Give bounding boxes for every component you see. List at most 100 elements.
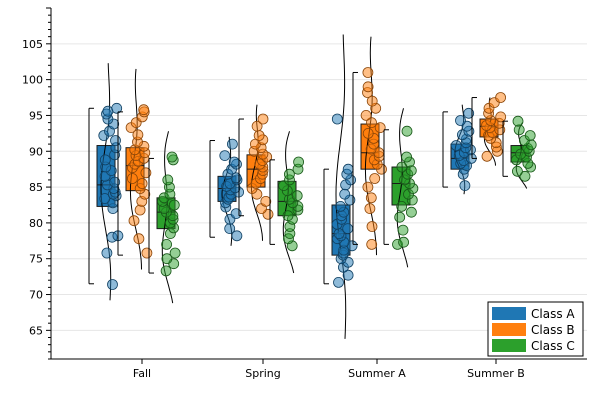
data-point (331, 113, 343, 125)
data-point (401, 125, 413, 137)
data-point (459, 180, 471, 192)
data-point (374, 122, 386, 133)
data-point (362, 81, 374, 93)
data-point (333, 276, 344, 288)
data-point (291, 190, 303, 202)
data-point (224, 223, 236, 235)
x-tick-label: Summer B (467, 367, 525, 380)
data-point (362, 127, 374, 139)
y-tick-label: 105 (22, 38, 43, 51)
data-point (99, 154, 111, 166)
y-tick-label: 80 (29, 217, 43, 230)
legend: Class A Class B Class C (487, 301, 584, 357)
data-point (397, 224, 409, 236)
data-point (369, 173, 381, 184)
data-point (362, 181, 374, 193)
data-point (136, 178, 148, 189)
data-point (293, 156, 305, 168)
data-point (162, 174, 174, 186)
data-point (405, 206, 417, 218)
data-point (253, 130, 265, 141)
data-point (228, 156, 240, 168)
data-point (366, 117, 377, 128)
density-curve (100, 63, 112, 301)
y-tick-label: 75 (29, 253, 43, 266)
data-point (398, 236, 410, 248)
data-point (342, 223, 354, 235)
data-point (396, 161, 408, 173)
data-point (107, 279, 118, 290)
data-point (141, 247, 153, 259)
y-tick-label: 100 (22, 74, 43, 87)
x-tick-label: Spring (245, 367, 281, 380)
series-class-b (117, 36, 507, 270)
data-point (463, 107, 475, 119)
legend-label: Class C (531, 339, 575, 353)
data-point (364, 203, 376, 215)
data-point (519, 170, 531, 182)
data-point (132, 129, 144, 141)
data-point (128, 215, 140, 227)
data-point (260, 195, 272, 207)
data-point (366, 238, 378, 250)
legend-label: Class A (531, 307, 575, 321)
data-point (226, 138, 238, 150)
data-point (512, 165, 523, 177)
data-point (342, 163, 354, 175)
data-point (101, 247, 113, 259)
data-point (366, 95, 378, 107)
data-point (168, 199, 180, 211)
y-tick-label: 85 (29, 181, 43, 194)
data-point (110, 135, 121, 146)
data-point (339, 188, 351, 200)
legend-swatch (492, 339, 526, 352)
data-point (360, 110, 372, 121)
y-axis: 65 70 75 80 85 90 95 100 105 (22, 7, 52, 360)
data-point (138, 104, 150, 116)
data-point (512, 115, 524, 127)
y-tick-label: 90 (29, 145, 43, 158)
data-point (481, 150, 493, 162)
data-point (99, 193, 111, 204)
x-axis: Fall Spring Summer A Summer B (51, 358, 587, 380)
data-point (133, 233, 145, 245)
data-point (230, 208, 242, 220)
density-curve (335, 34, 347, 339)
data-point (524, 130, 536, 141)
data-point (160, 265, 172, 277)
data-point (257, 113, 269, 125)
data-point (111, 102, 123, 114)
data-point (401, 151, 413, 163)
legend-swatch (492, 323, 526, 336)
data-point (140, 167, 152, 179)
y-tick-label: 95 (29, 109, 43, 122)
data-point (335, 200, 346, 212)
y-tick-label: 65 (29, 324, 43, 337)
y-tick-label: 70 (29, 289, 43, 302)
data-point (366, 221, 378, 232)
data-point (455, 115, 466, 126)
data-point (362, 67, 374, 78)
data-point (394, 211, 406, 223)
data-point (161, 238, 173, 250)
data-point (283, 168, 295, 180)
data-point (495, 111, 507, 123)
legend-swatch (492, 307, 526, 320)
data-point (396, 200, 408, 212)
data-point (219, 150, 231, 162)
data-point (495, 92, 507, 103)
data-point (251, 120, 263, 132)
x-tick-label: Summer A (348, 367, 406, 380)
data-point (161, 253, 173, 265)
x-tick-label: Fall (133, 367, 151, 380)
data-point (166, 151, 178, 163)
data-point (169, 247, 181, 259)
data-point (342, 269, 354, 281)
data-point (109, 176, 121, 188)
data-point (450, 140, 462, 151)
data-point (282, 210, 294, 222)
data-point (365, 192, 377, 204)
legend-label: Class B (531, 323, 575, 337)
